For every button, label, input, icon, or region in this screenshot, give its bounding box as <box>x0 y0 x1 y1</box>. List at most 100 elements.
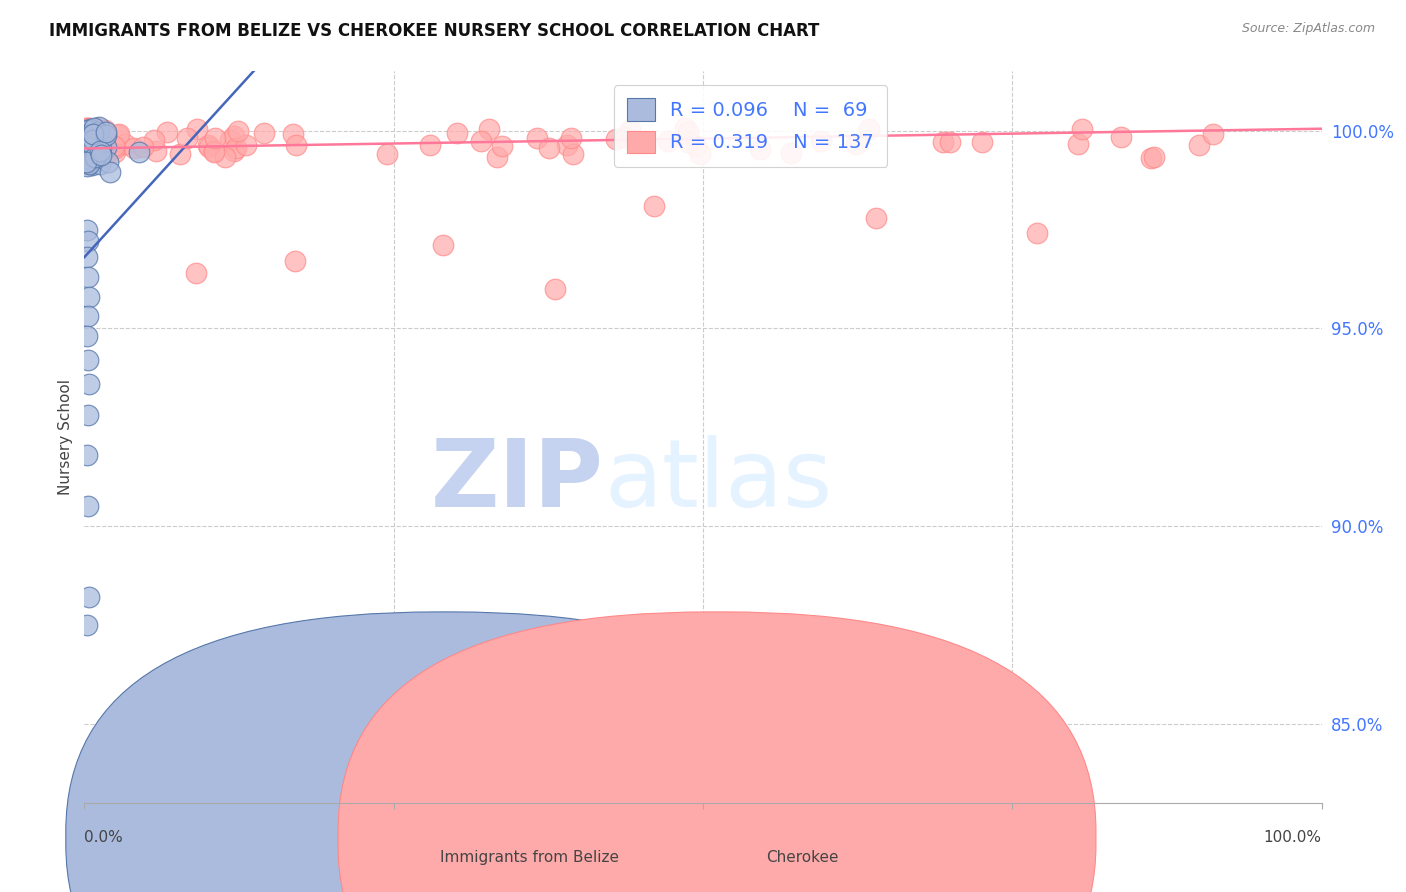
Point <box>79 376 101 391</box>
Point <box>122 140 145 154</box>
Point <box>224 128 246 143</box>
Point <box>79 125 101 139</box>
Point <box>605 132 627 146</box>
Point <box>75 129 97 144</box>
Point <box>75 133 97 147</box>
Point <box>75 153 97 168</box>
Point <box>75 150 97 164</box>
Point <box>77 500 100 514</box>
Point <box>77 140 100 154</box>
Point <box>643 199 665 213</box>
Point <box>128 145 150 159</box>
Point <box>82 136 104 151</box>
Point <box>77 409 100 423</box>
Point <box>77 120 100 135</box>
Point <box>80 158 103 172</box>
Point <box>77 235 100 249</box>
Point <box>89 120 111 135</box>
Point <box>76 138 98 153</box>
Point <box>94 125 117 139</box>
Point <box>80 152 103 166</box>
Point <box>82 137 104 152</box>
Point <box>79 126 101 140</box>
Point <box>96 128 118 142</box>
Point <box>82 150 104 164</box>
Point <box>1109 129 1132 144</box>
Point <box>76 124 98 138</box>
Point <box>84 126 107 140</box>
Point <box>80 144 103 158</box>
Point <box>79 121 101 136</box>
Point <box>75 130 97 145</box>
Point <box>76 139 98 153</box>
Point <box>114 136 136 151</box>
Point <box>76 329 98 343</box>
Point <box>107 128 129 143</box>
Point <box>79 124 101 138</box>
Point <box>76 137 98 152</box>
Point <box>76 250 98 264</box>
Text: Source: ZipAtlas.com: Source: ZipAtlas.com <box>1241 22 1375 36</box>
Point <box>83 131 105 145</box>
Point <box>1067 136 1090 151</box>
Point <box>219 133 242 147</box>
Point <box>810 135 832 149</box>
Point <box>79 132 101 146</box>
Text: IMMIGRANTS FROM BELIZE VS CHEROKEE NURSERY SCHOOL CORRELATION CHART: IMMIGRANTS FROM BELIZE VS CHEROKEE NURSE… <box>49 22 820 40</box>
Point <box>86 120 108 135</box>
Point <box>79 290 101 304</box>
Point <box>77 129 100 144</box>
Point <box>104 145 127 160</box>
Point <box>77 138 100 153</box>
Point <box>375 146 398 161</box>
Point <box>83 150 105 164</box>
Point <box>202 145 225 159</box>
Point <box>613 129 636 144</box>
Point <box>94 140 117 154</box>
Point <box>97 155 120 169</box>
Point <box>486 150 509 164</box>
Point <box>73 132 96 146</box>
Point <box>76 136 98 150</box>
Point <box>76 618 98 632</box>
Point <box>103 138 125 153</box>
Text: atlas: atlas <box>605 435 832 527</box>
Point <box>82 127 104 141</box>
Point <box>77 123 100 137</box>
Point <box>104 141 127 155</box>
Text: 0.0%: 0.0% <box>84 830 124 846</box>
Point <box>619 123 641 137</box>
Point <box>79 143 101 157</box>
Point <box>73 128 96 143</box>
Point <box>82 136 104 151</box>
Point <box>75 120 97 135</box>
Point <box>176 131 198 145</box>
Text: 100.0%: 100.0% <box>1264 830 1322 846</box>
Point <box>77 157 100 171</box>
Point <box>555 137 578 152</box>
Point <box>779 146 801 161</box>
Point <box>84 137 107 152</box>
Point <box>93 149 115 163</box>
Point <box>82 138 104 153</box>
FancyBboxPatch shape <box>337 612 1095 892</box>
Point <box>858 121 880 136</box>
Point <box>73 126 96 140</box>
Point <box>73 128 96 143</box>
Point <box>142 133 165 147</box>
Point <box>202 145 225 159</box>
Point <box>82 127 104 141</box>
Point <box>86 125 108 139</box>
Point <box>235 137 257 152</box>
Point <box>685 139 707 153</box>
Point <box>75 148 97 162</box>
Point <box>186 121 208 136</box>
Point <box>108 127 131 141</box>
Point <box>932 135 955 149</box>
Text: ZIP: ZIP <box>432 435 605 527</box>
Point <box>222 145 245 159</box>
Point <box>90 148 112 162</box>
Point <box>748 142 770 156</box>
Point <box>80 146 103 161</box>
Point <box>91 134 114 148</box>
